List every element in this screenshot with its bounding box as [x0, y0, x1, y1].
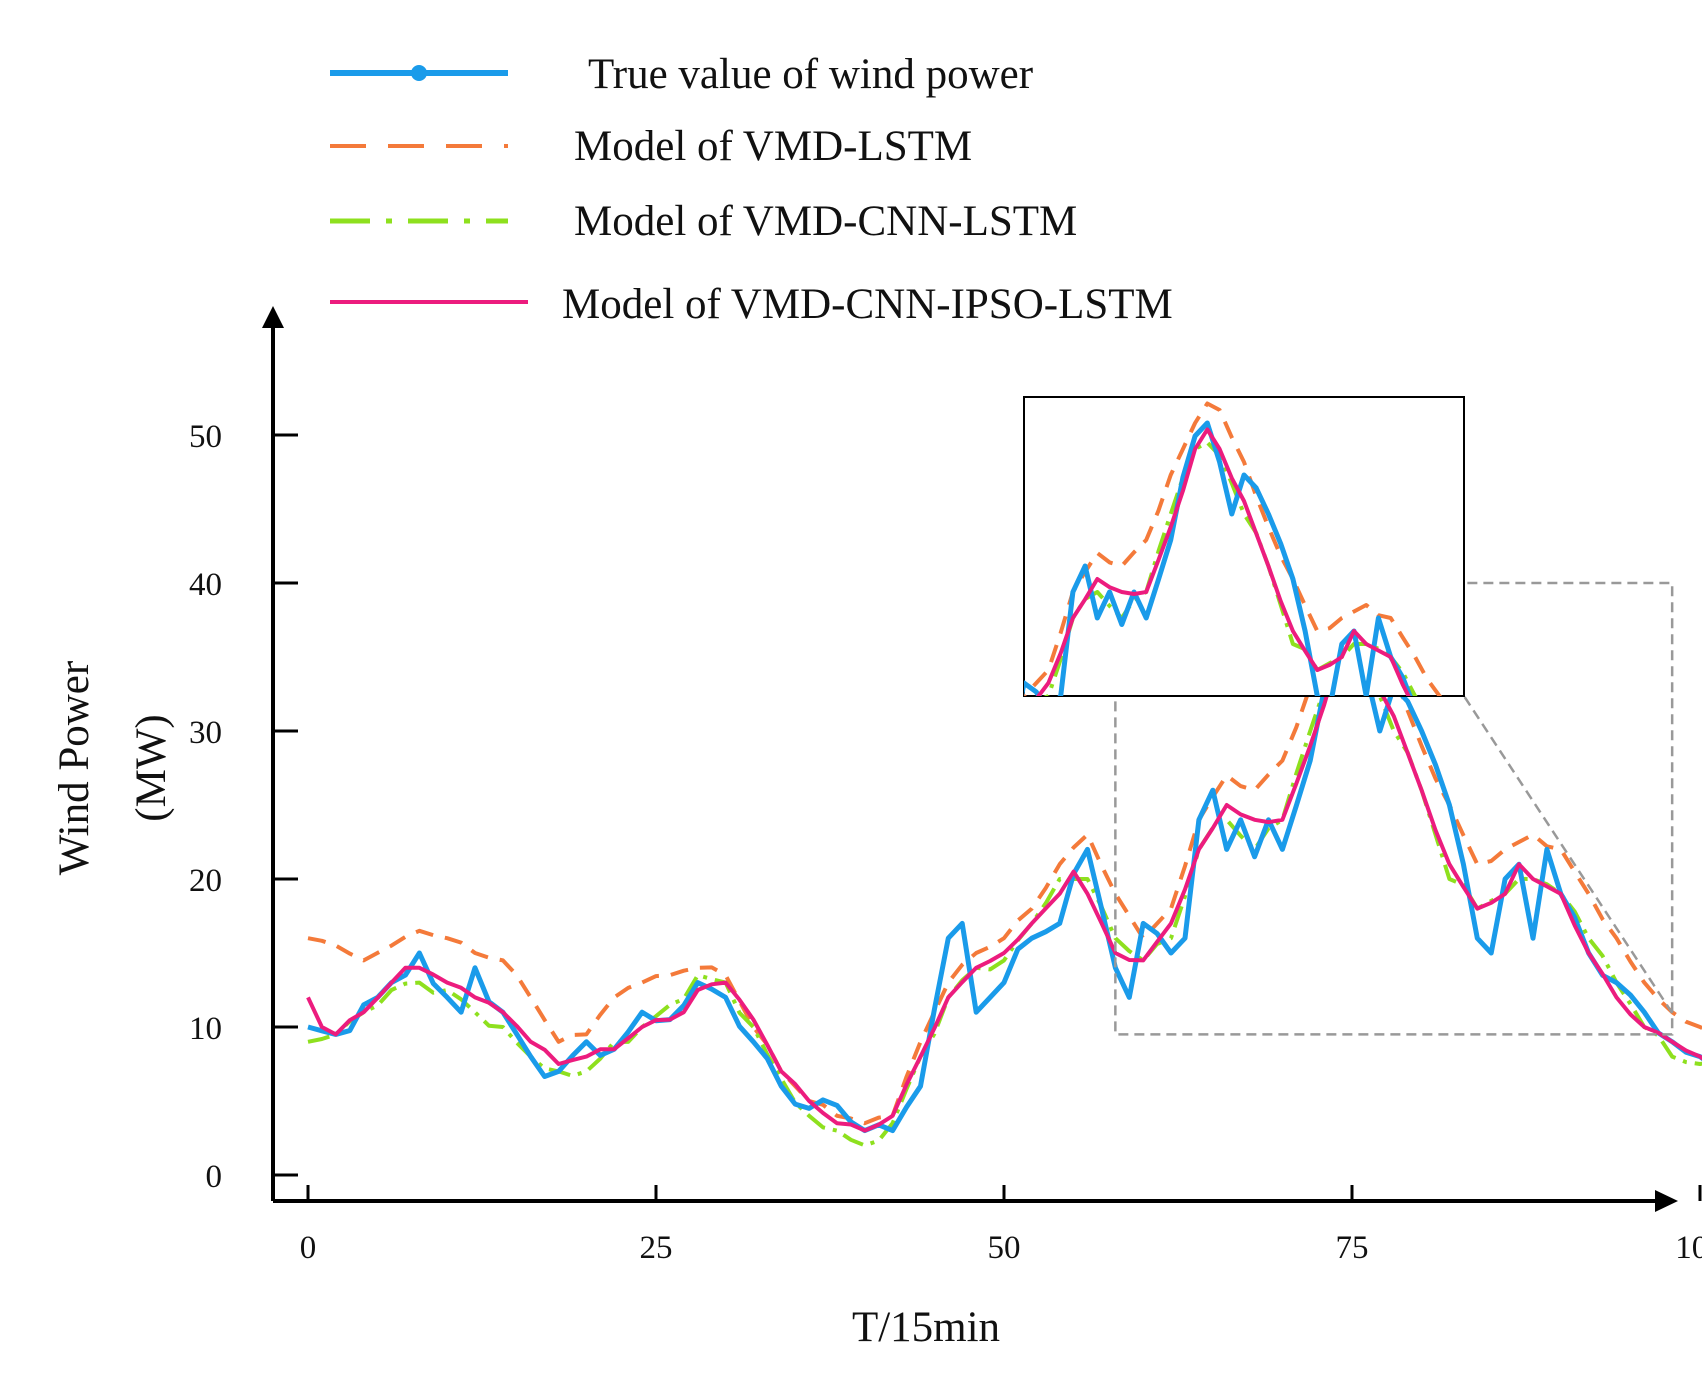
series-line-vmd-cnn-lstm: [307, 647, 1702, 1148]
series-line-vmd-cnn-ipso-lstm: [306, 632, 1702, 1133]
legend: True value of wind power Model of VMD-LS…: [330, 51, 1173, 328]
y-tick-label: 40: [189, 567, 222, 603]
y-tick-label: 10: [189, 1011, 222, 1047]
y-tick-label: 0: [206, 1159, 223, 1195]
legend-label-true-value: True value of wind power: [588, 51, 1033, 98]
x-tick-label: 75: [1336, 1230, 1369, 1266]
zoom-inset-frame: [1023, 396, 1465, 697]
legend-label-vmd-cnn-lstm: Model of VMD-CNN-LSTM: [574, 198, 1077, 245]
y-axis-title-line1: Wind Power: [51, 661, 98, 875]
inset-series-line-true: [1024, 420, 1413, 696]
legend-item-vmd-cnn-lstm: Model of VMD-CNN-LSTM: [330, 198, 1077, 245]
legend-label-vmd-lstm: Model of VMD-LSTM: [574, 123, 972, 170]
legend-label-vmd-cnn-ipso-lstm: Model of VMD-CNN-IPSO-LSTM: [562, 281, 1173, 328]
legend-item-true-value: True value of wind power: [330, 51, 1033, 98]
inset-series-line-vmd-cnn-ipso-lstm: [1036, 427, 1411, 696]
x-axis-arrow: [1655, 1190, 1678, 1212]
legend-item-vmd-lstm: Model of VMD-LSTM: [330, 123, 972, 170]
zoom-inset-series: [1024, 401, 1442, 696]
x-tick-label: 25: [640, 1230, 673, 1266]
x-axis-title: T/15min: [852, 1304, 1000, 1351]
legend-marker-true-value: [411, 65, 427, 81]
y-tick-label: 20: [189, 863, 222, 899]
y-axis-arrow: [262, 306, 284, 328]
legend-item-vmd-cnn-ipso-lstm: Model of VMD-CNN-IPSO-LSTM: [330, 281, 1173, 328]
y-tick-label: 30: [189, 715, 222, 751]
x-tick-label: 0: [300, 1230, 317, 1266]
y-tick-label: 50: [189, 419, 222, 455]
zoom-connector-bottom: [1462, 695, 1674, 1014]
inset-series-line-vmd-lstm: [1024, 401, 1442, 696]
y-axis-title-line2: (MW): [128, 714, 175, 821]
x-tick-label: 100: [1675, 1230, 1702, 1266]
x-tick-label: 50: [988, 1230, 1021, 1266]
series-line-vmd-lstm: [307, 603, 1702, 1126]
